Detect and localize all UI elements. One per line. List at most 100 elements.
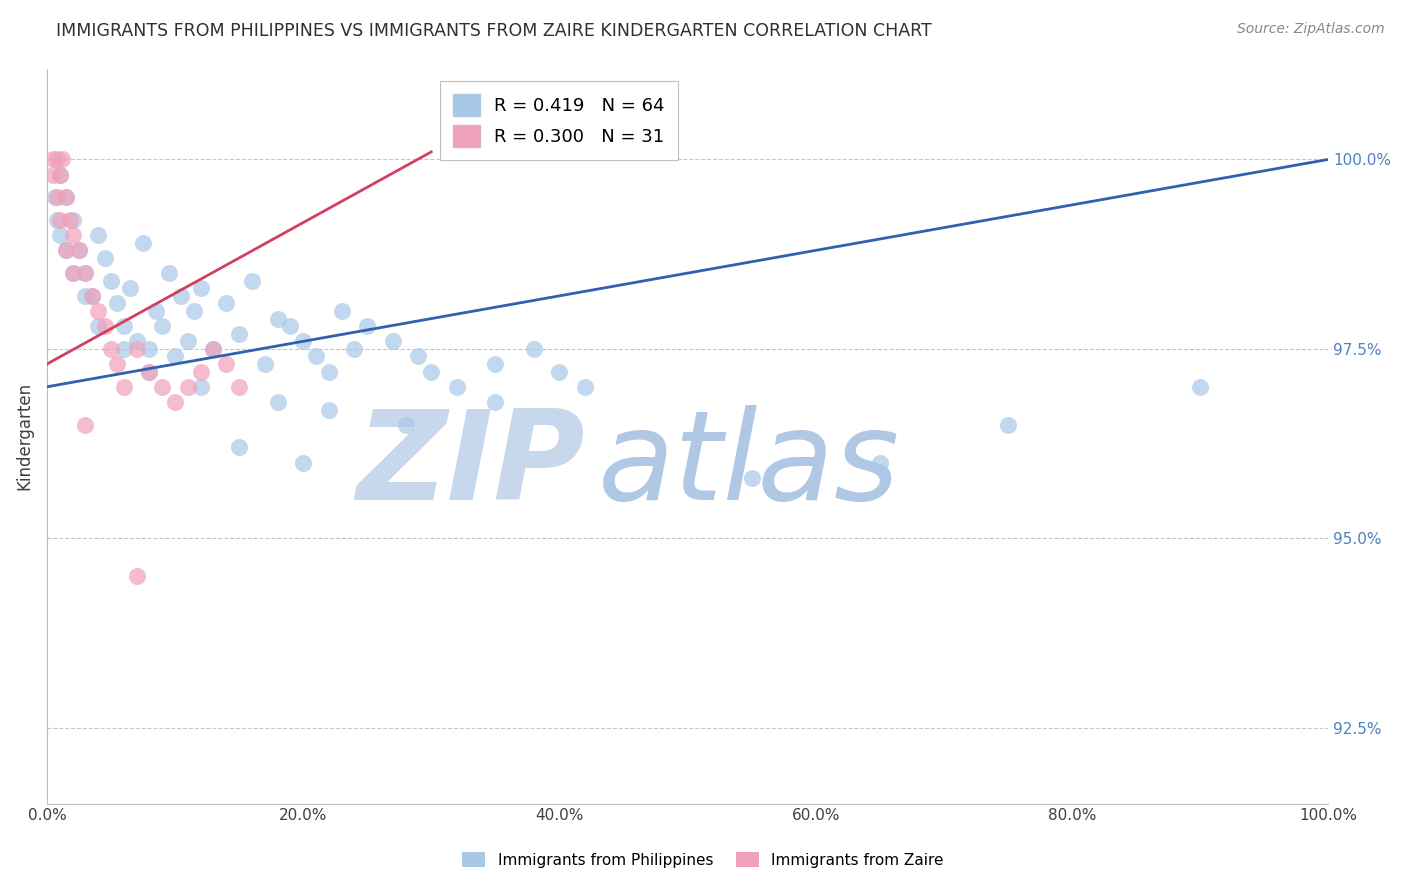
Point [48, 228, 70, 243]
Point [318, 402, 340, 417]
Point [105, 357, 128, 371]
Point [75, 266, 97, 280]
Point [177, 380, 200, 394]
Point [145, 304, 167, 318]
Point [202, 342, 225, 356]
Y-axis label: Kindergarten: Kindergarten [15, 382, 32, 490]
Point [67, 244, 90, 258]
Point [292, 334, 315, 349]
Point [190, 281, 212, 295]
Point [75, 417, 97, 432]
Point [62, 266, 84, 280]
Point [80, 289, 103, 303]
Point [48, 168, 70, 182]
Point [408, 350, 430, 364]
Point [55, 190, 77, 204]
Point [1188, 380, 1211, 394]
Point [228, 441, 250, 455]
Point [93, 251, 115, 265]
Point [446, 380, 468, 394]
Point [356, 319, 378, 334]
Point [228, 326, 250, 341]
Point [87, 319, 110, 334]
Point [318, 365, 340, 379]
Point [484, 395, 506, 409]
Point [266, 395, 288, 409]
Point [67, 244, 90, 258]
Point [253, 357, 276, 371]
Point [62, 213, 84, 227]
Point [80, 289, 103, 303]
Point [55, 244, 77, 258]
Point [157, 266, 180, 280]
Point [46, 190, 69, 204]
Text: IMMIGRANTS FROM PHILIPPINES VS IMMIGRANTS FROM ZAIRE KINDERGARTEN CORRELATION CH: IMMIGRANTS FROM PHILIPPINES VS IMMIGRANT… [56, 22, 932, 40]
Point [741, 471, 763, 485]
Point [42, 168, 65, 182]
Point [292, 456, 315, 470]
Point [278, 319, 301, 334]
Point [120, 281, 142, 295]
Point [215, 296, 238, 310]
Point [163, 350, 186, 364]
Point [125, 342, 148, 356]
Point [125, 334, 148, 349]
Text: ZIP: ZIP [356, 405, 585, 526]
Point [138, 342, 160, 356]
Point [55, 244, 77, 258]
Point [100, 274, 122, 288]
Point [48, 168, 70, 182]
Point [163, 395, 186, 409]
Point [420, 365, 443, 379]
Point [138, 365, 160, 379]
Point [55, 190, 77, 204]
Point [42, 153, 65, 167]
Point [215, 357, 238, 371]
Point [112, 319, 135, 334]
Point [87, 228, 110, 243]
Point [484, 357, 506, 371]
Point [75, 266, 97, 280]
Text: atlas: atlas [598, 405, 900, 526]
Point [240, 274, 263, 288]
Point [112, 342, 135, 356]
Point [150, 319, 173, 334]
Point [46, 153, 69, 167]
Point [574, 380, 596, 394]
Point [132, 235, 155, 250]
Point [105, 296, 128, 310]
Point [138, 365, 160, 379]
Point [100, 342, 122, 356]
Point [93, 319, 115, 334]
Point [75, 289, 97, 303]
Point [381, 334, 404, 349]
Point [44, 190, 66, 204]
Point [51, 153, 73, 167]
Point [869, 456, 891, 470]
Point [228, 380, 250, 394]
Legend: R = 0.419   N = 64, R = 0.300   N = 31: R = 0.419 N = 64, R = 0.300 N = 31 [440, 81, 678, 160]
Text: Source: ZipAtlas.com: Source: ZipAtlas.com [1237, 22, 1385, 37]
Point [343, 342, 366, 356]
Point [183, 304, 205, 318]
Point [266, 311, 288, 326]
Point [190, 380, 212, 394]
Point [395, 417, 418, 432]
Point [125, 569, 148, 583]
Point [330, 304, 353, 318]
Legend: Immigrants from Philippines, Immigrants from Zaire: Immigrants from Philippines, Immigrants … [454, 844, 952, 875]
Point [62, 228, 84, 243]
Point [150, 380, 173, 394]
Point [523, 342, 546, 356]
Point [548, 365, 571, 379]
Point [997, 417, 1019, 432]
Point [202, 342, 225, 356]
Point [62, 266, 84, 280]
Point [170, 289, 193, 303]
Point [112, 380, 135, 394]
Point [190, 365, 212, 379]
Point [46, 213, 69, 227]
Point [59, 213, 82, 227]
Point [87, 304, 110, 318]
Point [48, 213, 70, 227]
